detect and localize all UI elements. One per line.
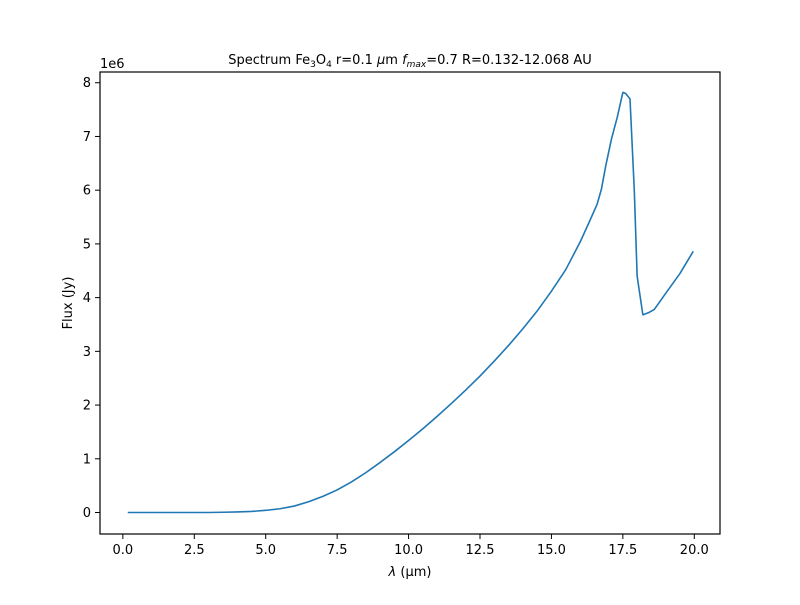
- y-tick-label: 0: [83, 506, 91, 521]
- y-tick-label: 3: [83, 345, 91, 360]
- plot-frame: [99, 71, 721, 535]
- x-tick-label: 12.5: [466, 543, 495, 558]
- y-axis-ticks: 0 1 2 3 4 5 6 7 8: [83, 76, 100, 521]
- y-tick-label: 8: [83, 76, 91, 91]
- x-tick-label: 17.5: [608, 543, 637, 558]
- x-tick-label: 10.0: [394, 543, 423, 558]
- y-axis-label: Flux (Jy): [61, 277, 76, 330]
- y-tick-label: 5: [83, 237, 91, 252]
- x-tick-label: 15.0: [537, 543, 566, 558]
- x-tick-label: 5.0: [255, 543, 276, 558]
- x-tick-label: 7.5: [327, 543, 348, 558]
- x-axis-label: λ (μm): [388, 565, 432, 580]
- x-tick-label: 20.0: [680, 543, 709, 558]
- chart-title: Spectrum Fe3O4 r=0.1 μm fmax=0.7 R=0.132…: [228, 53, 592, 70]
- x-axis-ticks: 0.0 2.5 5.0 7.5 10.0 12.5 15.0 17.5 20.0: [113, 534, 709, 558]
- series-line: [127, 91, 694, 514]
- y-tick-label: 4: [83, 291, 91, 306]
- y-tick-label: 2: [83, 399, 91, 414]
- y-tick-label: 7: [83, 130, 91, 145]
- y-tick-label: 1: [83, 452, 91, 467]
- x-tick-label: 0.0: [113, 543, 134, 558]
- x-tick-label: 2.5: [184, 543, 205, 558]
- y-offset-label: 1e6: [100, 57, 125, 72]
- y-tick-label: 6: [83, 184, 91, 199]
